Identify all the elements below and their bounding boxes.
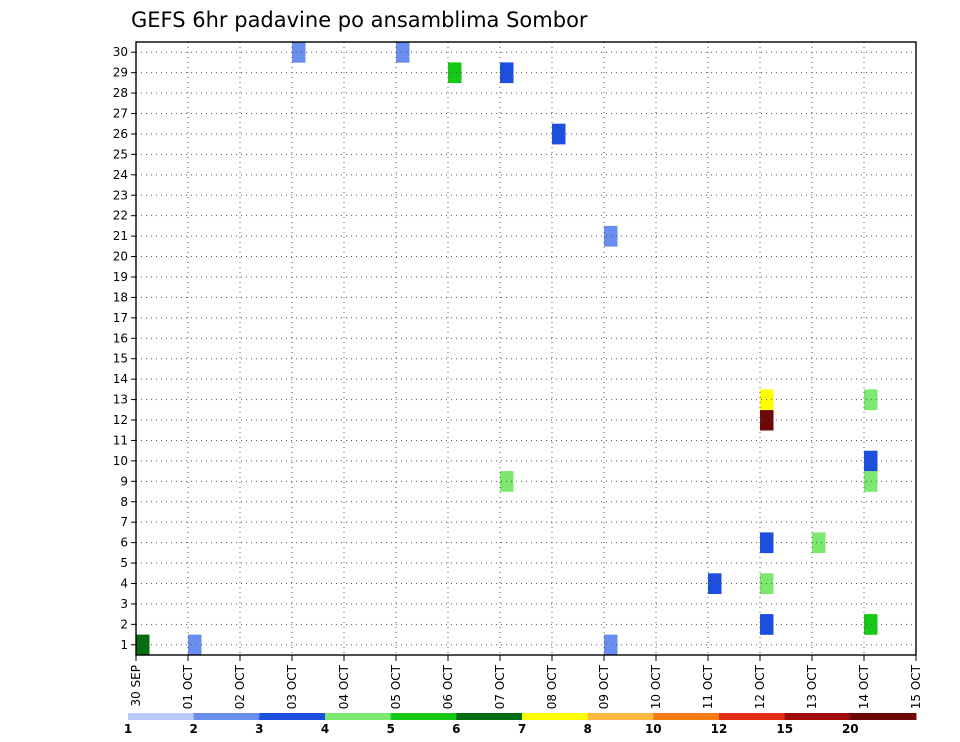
colorbar-swatch bbox=[719, 713, 786, 720]
x-tick-label: 11 OCT bbox=[701, 664, 715, 709]
y-tick-label: 29 bbox=[113, 66, 128, 80]
heatmap-cell bbox=[708, 573, 722, 594]
colorbar-swatch bbox=[522, 713, 589, 720]
colorbar-swatch bbox=[259, 713, 326, 720]
y-tick-label: 16 bbox=[113, 331, 128, 345]
heatmap-cell bbox=[552, 123, 566, 145]
y-tick-label: 11 bbox=[113, 433, 128, 447]
y-tick-label: 14 bbox=[113, 372, 128, 386]
colorbar-swatch bbox=[784, 713, 851, 720]
plot-frame bbox=[135, 41, 917, 656]
heatmap-cell bbox=[604, 634, 618, 656]
heatmap-cell bbox=[604, 225, 618, 247]
colorbar-label: 7 bbox=[518, 722, 526, 736]
y-tick-label: 4 bbox=[120, 576, 128, 590]
heatmap-cell bbox=[448, 62, 462, 84]
colorbar-label: 4 bbox=[321, 722, 329, 736]
x-tick-label: 02 OCT bbox=[233, 664, 247, 709]
x-tick-label: 15 OCT bbox=[909, 664, 923, 709]
y-tick-label: 7 bbox=[120, 515, 128, 529]
y-tick-label: 17 bbox=[113, 311, 128, 325]
y-tick-label: 5 bbox=[120, 556, 128, 570]
colorbar-label: 3 bbox=[255, 722, 263, 736]
heatmap-cell bbox=[864, 471, 878, 492]
y-axis: 1234567891011121314151617181920212223242… bbox=[113, 45, 136, 652]
x-tick-label: 05 OCT bbox=[389, 664, 403, 709]
y-tick-label: 9 bbox=[120, 474, 128, 488]
y-tick-label: 25 bbox=[113, 147, 128, 161]
x-axis: 30 SEP 01 OCT 02 OCT 03 OCT 04 OCT 05 OCT 06 O… bbox=[129, 655, 923, 709]
x-tick-label: 01 OCT bbox=[181, 664, 195, 709]
x-tick-label: 03 OCT bbox=[285, 664, 299, 709]
y-tick-label: 20 bbox=[113, 250, 128, 264]
y-tick-label: 18 bbox=[113, 290, 128, 304]
heatmap-cell bbox=[812, 532, 826, 554]
grid-lines bbox=[136, 42, 916, 655]
x-tick-label: 30 SEP bbox=[129, 665, 143, 707]
y-tick-label: 22 bbox=[113, 209, 128, 223]
chart-title: GEFS 6hr padavine po ansamblima Sombor bbox=[131, 8, 588, 32]
heatmap-cell bbox=[396, 42, 410, 63]
colorbar-label: 8 bbox=[584, 722, 592, 736]
colorbar-swatch bbox=[193, 713, 260, 720]
heatmap-cell bbox=[864, 614, 878, 635]
heatmap-cell bbox=[292, 42, 306, 63]
y-tick-label: 27 bbox=[113, 107, 128, 121]
colorbar-label: 2 bbox=[190, 722, 198, 736]
colorbar-swatch bbox=[850, 713, 917, 720]
colorbar-label: 15 bbox=[776, 722, 793, 736]
y-tick-label: 10 bbox=[113, 454, 128, 468]
x-tick-label: 12 OCT bbox=[753, 664, 767, 709]
y-tick-label: 1 bbox=[120, 638, 128, 652]
colorbar-swatch bbox=[390, 713, 457, 720]
x-tick-label: 06 OCT bbox=[441, 664, 455, 709]
colorbar-swatch bbox=[653, 713, 720, 720]
y-tick-label: 3 bbox=[120, 597, 128, 611]
heatmap-cell bbox=[188, 634, 202, 656]
y-tick-label: 28 bbox=[113, 86, 128, 100]
heatmap-cell bbox=[136, 634, 150, 656]
y-tick-label: 26 bbox=[113, 127, 128, 141]
colorbar-swatch bbox=[587, 713, 654, 720]
y-tick-label: 30 bbox=[113, 45, 128, 59]
y-tick-label: 24 bbox=[113, 168, 128, 182]
colorbar-swatch bbox=[325, 713, 392, 720]
x-tick-label: 04 OCT bbox=[337, 664, 351, 709]
heatmap-cells bbox=[136, 42, 878, 656]
colorbar-label: 12 bbox=[711, 722, 728, 736]
x-tick-label: 09 OCT bbox=[597, 664, 611, 709]
y-tick-label: 12 bbox=[113, 413, 128, 427]
y-tick-label: 2 bbox=[120, 617, 128, 631]
y-tick-label: 21 bbox=[113, 229, 128, 243]
x-tick-label: 13 OCT bbox=[805, 664, 819, 709]
colorbar-label: 10 bbox=[645, 722, 662, 736]
y-tick-label: 23 bbox=[113, 188, 128, 202]
y-tick-label: 8 bbox=[120, 495, 128, 509]
x-tick-label: 08 OCT bbox=[545, 664, 559, 709]
y-tick-label: 13 bbox=[113, 393, 128, 407]
heatmap-cell bbox=[864, 389, 878, 411]
colorbar-label: 5 bbox=[387, 722, 395, 736]
y-tick-label: 19 bbox=[113, 270, 128, 284]
colorbar-swatch bbox=[456, 713, 523, 720]
heatmap-cell bbox=[864, 450, 878, 472]
y-tick-label: 6 bbox=[120, 536, 128, 550]
x-tick-label: 07 OCT bbox=[493, 664, 507, 709]
x-tick-label: 14 OCT bbox=[857, 664, 871, 709]
x-tick-label: 10 OCT bbox=[649, 664, 663, 709]
colorbar-label: 1 bbox=[124, 722, 132, 736]
colorbar-label: 6 bbox=[452, 722, 460, 736]
colorbar: 1 2 3 4 5 6 7 8 10 12 15 20 bbox=[124, 713, 917, 736]
y-tick-label: 15 bbox=[113, 352, 128, 366]
colorbar-label: 20 bbox=[842, 722, 859, 736]
colorbar-swatch bbox=[128, 713, 195, 720]
